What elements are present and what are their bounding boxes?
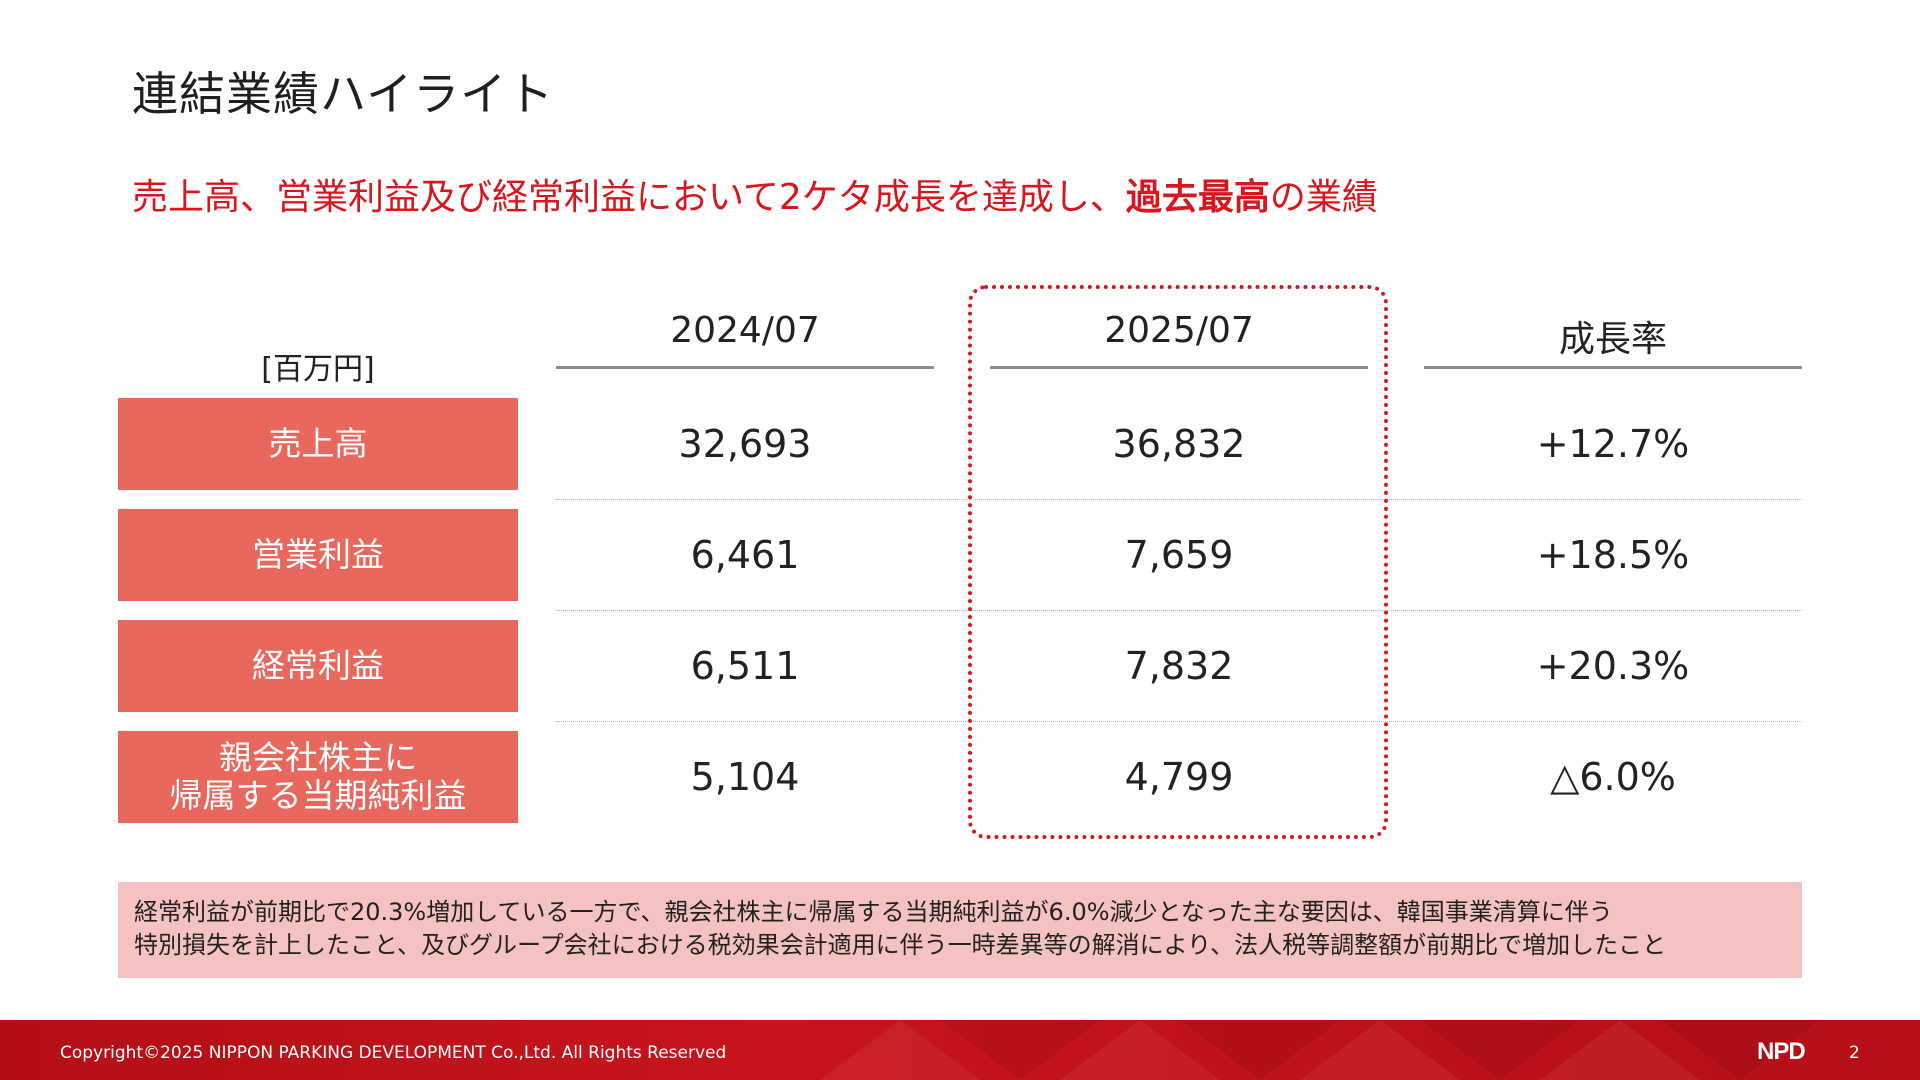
column-header-2025: 2025/07 xyxy=(1104,310,1254,351)
row-divider xyxy=(556,610,1802,611)
table-cell: 6,511 xyxy=(690,644,800,688)
table-cell: 32,693 xyxy=(678,422,812,466)
company-logo: NPD xyxy=(1757,1038,1806,1065)
row-label-sales: 売上高 xyxy=(118,398,518,490)
footer-decoration xyxy=(1060,1020,1220,1080)
row-label-ordinary-profit: 経常利益 xyxy=(118,620,518,712)
column-header-growth: 成長率 xyxy=(1558,319,1667,360)
footer-decoration xyxy=(1540,1020,1700,1080)
page-title: 連結業績ハイライト xyxy=(132,67,555,121)
explanatory-note: 経常利益が前期比で20.3%増加している一方で、親会社株主に帰属する当期純利益が… xyxy=(118,882,1802,978)
page-number: 2 xyxy=(1849,1043,1860,1063)
footer-decoration xyxy=(940,1020,1100,1080)
column-header-2024: 2024/07 xyxy=(670,310,820,351)
table-cell: 6,461 xyxy=(690,533,800,577)
column-rule xyxy=(1424,366,1802,369)
headline: 売上高、営業利益及び経常利益において2ケタ成長を達成し、過去最高の業績 xyxy=(132,168,1378,220)
table-cell: △6.0% xyxy=(1550,755,1676,799)
headline-suffix: の業績 xyxy=(1269,177,1378,218)
unit-label: [百万円] xyxy=(261,352,375,387)
row-label-net-income: 親会社株主に 帰属する当期純利益 xyxy=(118,731,518,823)
table-cell: +20.3% xyxy=(1536,644,1690,688)
row-divider xyxy=(556,499,1802,500)
note-line: 経常利益が前期比で20.3%増加している一方で、親会社株主に帰属する当期純利益が… xyxy=(134,898,1613,926)
headline-emphasis: 過去最高 xyxy=(1125,177,1270,218)
note-line: 特別損失を計上したこと、及びグループ会社における税効果会計適用に伴う一時差異等の… xyxy=(134,931,1667,959)
table-cell: +12.7% xyxy=(1536,422,1690,466)
table-cell: 36,832 xyxy=(1112,422,1246,466)
column-rule xyxy=(556,366,934,369)
row-divider xyxy=(556,721,1802,722)
table-cell: +18.5% xyxy=(1536,533,1690,577)
table-cell: 7,832 xyxy=(1124,644,1234,688)
footer-decoration xyxy=(1420,1020,1580,1080)
footer-decoration xyxy=(820,1020,980,1080)
footer-decoration xyxy=(1300,1020,1460,1080)
table-cell: 4,799 xyxy=(1124,755,1234,799)
row-label-line: 親会社株主に xyxy=(219,738,417,778)
footer-decoration xyxy=(1180,1020,1340,1080)
current-year-highlight xyxy=(968,285,1388,839)
copyright-text: Copyright©2025 NIPPON PARKING DEVELOPMEN… xyxy=(60,1043,727,1063)
table-cell: 7,659 xyxy=(1124,533,1234,577)
footer-bar xyxy=(0,1020,1920,1080)
headline-text: 売上高、営業利益及び経常利益において2ケタ成長を達成し、 xyxy=(132,177,1126,218)
column-rule xyxy=(990,366,1368,369)
row-label-line: 帰属する当期純利益 xyxy=(169,776,467,815)
row-label-operating-profit: 営業利益 xyxy=(118,509,518,601)
footer-decoration xyxy=(1660,1020,1820,1080)
table-cell: 5,104 xyxy=(690,755,800,799)
